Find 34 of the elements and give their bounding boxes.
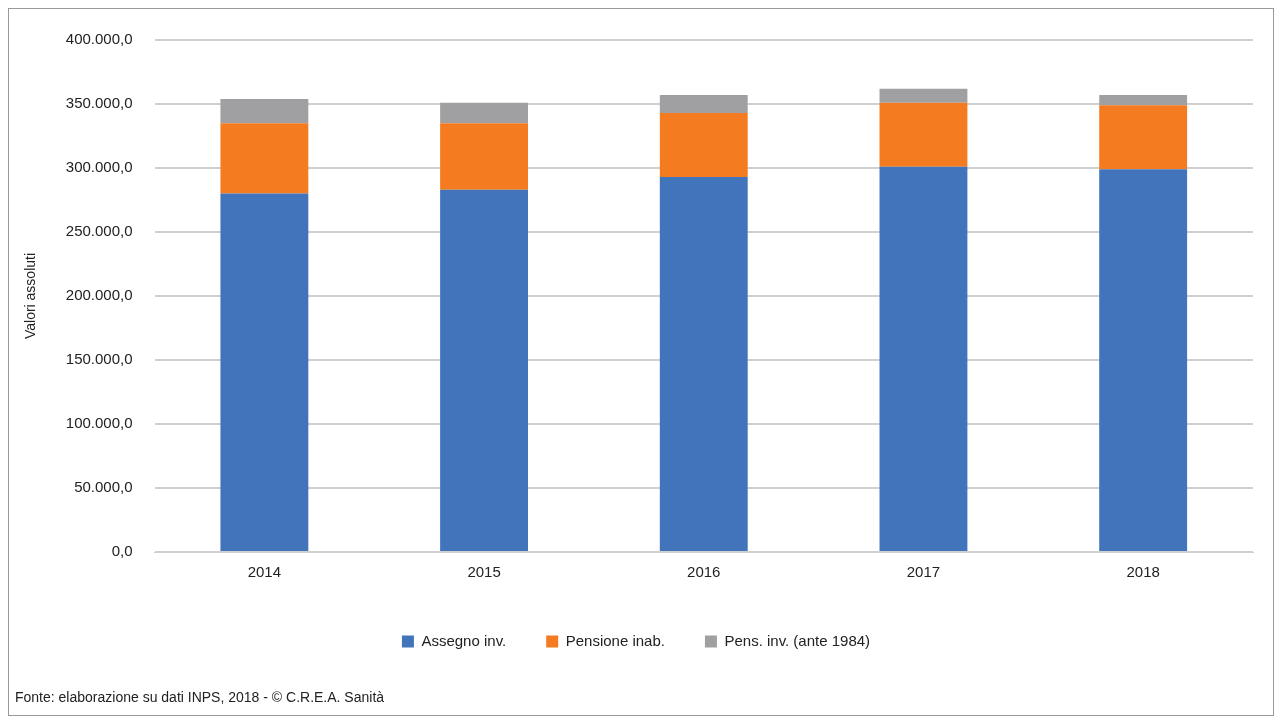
y-tick-label: 200.000,0 bbox=[65, 286, 133, 304]
y-tick-label: 350.000,0 bbox=[65, 94, 133, 112]
legend-label: Pens. inv. (ante 1984) bbox=[724, 631, 871, 649]
source-note: Fonte: elaborazione su dati INPS, 2018 - © C.R.E.A. Sanità bbox=[15, 689, 385, 705]
bar bbox=[440, 102, 529, 124]
bar bbox=[220, 193, 309, 551]
bar bbox=[440, 189, 529, 551]
bar bbox=[659, 112, 748, 177]
y-tick-label: 100.000,0 bbox=[65, 414, 133, 432]
bar bbox=[659, 95, 748, 113]
y-tick-label: 50.000,0 bbox=[74, 478, 133, 496]
legend-label: Assegno inv. bbox=[421, 631, 507, 649]
bar bbox=[220, 123, 309, 194]
bar bbox=[879, 102, 968, 167]
bar bbox=[1099, 169, 1188, 551]
bar bbox=[1099, 105, 1188, 170]
x-tick-label: 2015 bbox=[467, 563, 501, 581]
bar bbox=[879, 88, 968, 103]
bar bbox=[440, 123, 529, 190]
y-tick-label: 400.000,0 bbox=[65, 30, 133, 48]
y-tick-label: 300.000,0 bbox=[65, 158, 133, 176]
x-tick-label: 2018 bbox=[1126, 563, 1160, 581]
bar bbox=[220, 98, 309, 124]
y-tick-label: 0,0 bbox=[111, 542, 133, 560]
x-tick-label: 2017 bbox=[906, 563, 941, 581]
bar bbox=[1099, 95, 1188, 106]
bar bbox=[659, 176, 748, 551]
x-tick-label: 2014 bbox=[247, 563, 282, 581]
x-tick-label: 2016 bbox=[687, 563, 721, 581]
legend-label: Pensione inab. bbox=[565, 631, 665, 649]
y-tick-label: 150.000,0 bbox=[65, 350, 133, 368]
y-axis-title: Valori assoluti bbox=[22, 252, 39, 340]
y-tick-label: 250.000,0 bbox=[65, 222, 133, 240]
bar bbox=[879, 166, 968, 551]
